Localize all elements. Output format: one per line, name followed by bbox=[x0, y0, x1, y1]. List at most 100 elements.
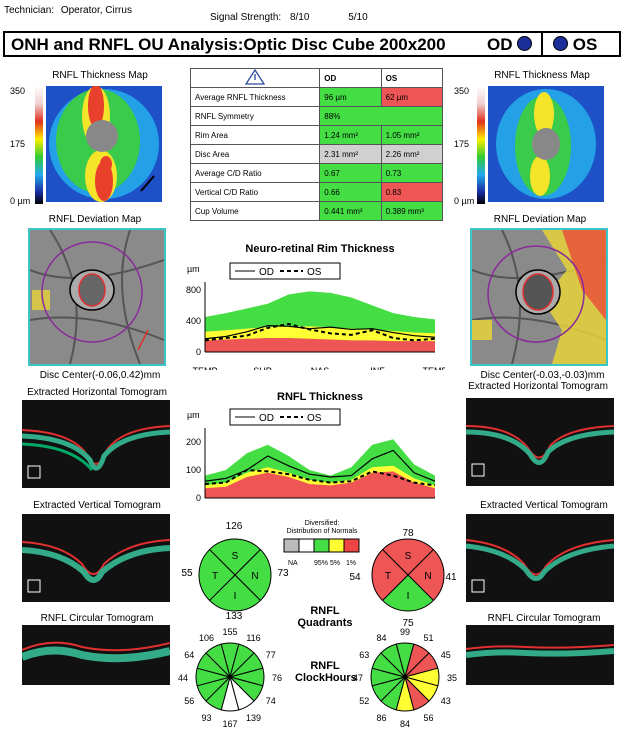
quadrant-T bbox=[198, 548, 236, 602]
os-scale-mid: 175 bbox=[454, 139, 470, 149]
os-horizontal-tomogram bbox=[466, 398, 614, 486]
os-value: 2.26 mm² bbox=[380, 144, 444, 164]
table-row: Disc Area 2.31 mm² 2.26 mm² bbox=[189, 144, 444, 164]
od-vert-title: Extracted Vertical Tomogram bbox=[33, 500, 161, 511]
clock-value: 51 bbox=[423, 633, 433, 643]
normal-swatch bbox=[313, 538, 330, 553]
metrics-table: OD OS Average RNFL Thickness 96 µm 62 µm R… bbox=[189, 68, 444, 221]
clock-value: 52 bbox=[359, 696, 369, 706]
quadrant-letter: I bbox=[234, 591, 237, 602]
clock-value: 93 bbox=[201, 713, 211, 723]
od-horiz-title: Extracted Horizontal Tomogram bbox=[27, 387, 167, 398]
od-quad-i: 133 bbox=[225, 611, 243, 622]
od-quad-t: 55 bbox=[181, 568, 193, 579]
symmetry-value: 88% bbox=[319, 106, 443, 126]
clock-value: 167 bbox=[222, 719, 237, 729]
os-value: 0.73 bbox=[380, 163, 444, 183]
os-scale-top: 350 bbox=[454, 86, 470, 96]
os-scale-bottom: 0 µm bbox=[454, 196, 475, 206]
clock-value: 76 bbox=[272, 673, 282, 683]
od-clock-pie: 155 116 77 76 74 139 167 93 56 44 64 106 bbox=[178, 627, 282, 729]
od-value: 0.66 bbox=[319, 182, 382, 202]
clock-value: 84 bbox=[376, 633, 386, 643]
od-quad-n: 73 bbox=[277, 568, 289, 579]
rim-legend-os: OS bbox=[307, 267, 322, 278]
os-value: 0.83 bbox=[380, 182, 444, 202]
y-tick-label: 0 bbox=[196, 493, 201, 503]
os-thickness-map bbox=[488, 86, 604, 202]
quadrant-letter: S bbox=[405, 551, 412, 562]
clock-value: 74 bbox=[266, 696, 276, 706]
quadrant-N bbox=[234, 548, 272, 602]
y-tick-label: 400 bbox=[186, 316, 201, 326]
y-tick-label: 100 bbox=[186, 465, 201, 475]
od-vertical-tomogram bbox=[22, 514, 170, 602]
quadrant-letter: S bbox=[232, 551, 239, 562]
normal-band bbox=[205, 471, 435, 498]
od-color-scale bbox=[35, 86, 43, 204]
quadrant-letter: N bbox=[424, 571, 431, 582]
row-label: RNFL Symmetry bbox=[189, 106, 321, 126]
od-horizontal-tomogram bbox=[22, 400, 170, 488]
row-label: Vertical C/D Ratio bbox=[189, 182, 321, 202]
os-quad-s: 78 bbox=[402, 528, 414, 539]
od-scale-bottom: 0 µm bbox=[10, 196, 31, 206]
x-tick-label: INF bbox=[370, 520, 385, 521]
report-title: ONH and RNFL OU Analysis:Optic Disc Cube… bbox=[11, 35, 446, 54]
od-deviation-map bbox=[28, 228, 166, 366]
row-label: Cup Volume bbox=[189, 201, 321, 221]
clock-value: 139 bbox=[246, 713, 261, 723]
quadrant-N bbox=[407, 548, 445, 602]
rim-legend-od: OD bbox=[259, 267, 274, 278]
row-label: Average C/D Ratio bbox=[189, 163, 321, 183]
normal-swatch bbox=[298, 538, 315, 553]
quadrant-S bbox=[208, 538, 262, 576]
x-tick-label: NAS bbox=[311, 520, 330, 521]
quadrant-T bbox=[371, 548, 409, 602]
clock-value: 47 bbox=[353, 673, 363, 683]
od-value: 0.441 mm³ bbox=[319, 201, 382, 221]
os-deviation-title: RNFL Deviation Map bbox=[493, 214, 587, 225]
od-quad-s: 126 bbox=[225, 521, 243, 532]
os-clock-pie: 99 51 45 35 43 56 84 86 52 47 63 84 bbox=[353, 627, 457, 729]
table-row: Average RNFL Thickness 96 µm 62 µm bbox=[189, 87, 444, 107]
clockhours-title: RNFL ClockHours bbox=[295, 660, 357, 684]
quadrant-letter: N bbox=[251, 571, 258, 582]
od-value: 96 µm bbox=[319, 87, 382, 107]
quadrant-I bbox=[208, 574, 262, 612]
os-quad-i: 75 bbox=[402, 618, 414, 629]
clock-sector bbox=[205, 643, 231, 679]
os-circular-title: RNFL Circular Tomogram bbox=[487, 613, 601, 624]
clock-value: 56 bbox=[423, 713, 433, 723]
clock-value: 106 bbox=[199, 633, 214, 643]
clock-value: 35 bbox=[447, 673, 457, 683]
y-tick-label: 200 bbox=[186, 437, 201, 447]
od-deviation-title: RNFL Deviation Map bbox=[48, 214, 142, 225]
report-title-bar: ONH and RNFL OU Analysis:Optic Disc Cube… bbox=[3, 31, 621, 57]
normal-label: 5% bbox=[330, 560, 340, 567]
os-value: 62 µm bbox=[380, 87, 444, 107]
od-thickness-map bbox=[46, 86, 162, 202]
clock-sector bbox=[380, 643, 406, 679]
rim-thickness-chart: µm OD OS 800 400 0 TEMP SUP NAS INF TEMP bbox=[186, 262, 445, 370]
signal-od: 8/10 bbox=[289, 12, 310, 23]
series-line-od bbox=[204, 324, 436, 340]
row-label: Rim Area bbox=[189, 125, 321, 145]
od-circular-tomogram bbox=[22, 625, 170, 685]
x-tick-label: SUP bbox=[253, 520, 272, 521]
x-tick-label: TEMP bbox=[192, 520, 217, 521]
eye-os-label: OS bbox=[553, 35, 597, 55]
rim-unit: µm bbox=[187, 264, 200, 274]
od-value: 2.31 mm² bbox=[319, 144, 382, 164]
technician-value: Operator, Cirrus bbox=[60, 5, 132, 16]
clock-value: 56 bbox=[184, 696, 194, 706]
x-tick-label: TEMP bbox=[422, 366, 445, 370]
clock-value: 84 bbox=[400, 719, 410, 729]
od-dot-icon bbox=[517, 36, 533, 51]
od-circular-title: RNFL Circular Tomogram bbox=[40, 613, 154, 624]
os-dot-icon bbox=[553, 36, 568, 51]
clock-value: 116 bbox=[246, 633, 260, 643]
clock-value: 86 bbox=[376, 713, 386, 723]
signal-label: Signal Strength: bbox=[210, 12, 282, 23]
table-row: RNFL Symmetry 88% bbox=[189, 106, 443, 126]
